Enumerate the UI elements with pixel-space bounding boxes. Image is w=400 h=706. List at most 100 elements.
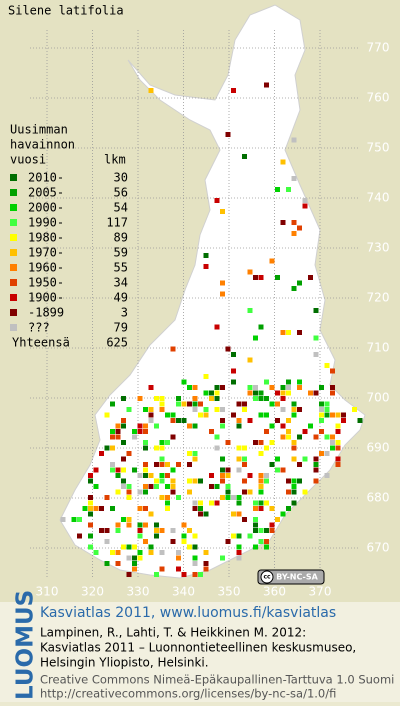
observation: [264, 478, 269, 484]
observation: [236, 445, 242, 451]
observation: [165, 440, 170, 445]
observation: [104, 539, 110, 544]
observation: [154, 533, 159, 539]
observation: [121, 467, 126, 473]
observation: [82, 506, 88, 511]
observation: [291, 412, 297, 418]
observation: [275, 467, 280, 473]
observation: [187, 462, 192, 467]
observation: [258, 390, 264, 396]
observation: [148, 407, 154, 412]
observation: [330, 445, 335, 451]
observation: [121, 456, 126, 462]
legend-swatch: [10, 189, 17, 196]
observation: [247, 385, 253, 390]
observation: [214, 390, 220, 396]
observation: [126, 544, 132, 550]
observation: [214, 445, 220, 451]
observation: [115, 561, 121, 566]
observation: [225, 495, 231, 500]
observation: [170, 346, 176, 352]
observation: [143, 473, 148, 478]
observation: [264, 445, 269, 451]
legend-count: 30: [114, 171, 128, 185]
observation: [198, 500, 203, 506]
observation: [247, 269, 253, 275]
legend-label: 2005-: [28, 186, 64, 200]
citation-line: Lampinen, R., Lahti, T. & Heikkinen M. 2…: [40, 626, 306, 640]
observation: [214, 385, 220, 390]
footer-headline: Kasviatlas 2011, www.luomus.fi/kasviatla…: [40, 605, 336, 621]
observation: [308, 275, 313, 280]
observation: [77, 533, 82, 539]
observation: [154, 528, 159, 533]
observation: [104, 412, 110, 418]
observation: [214, 434, 220, 440]
observation: [115, 423, 121, 429]
observation: [220, 478, 225, 484]
observation: [291, 456, 297, 462]
observation: [247, 357, 253, 363]
citation-line: Kasviatlas 2011 – Luonnontieteellinen ke…: [40, 641, 356, 655]
observation: [203, 253, 209, 258]
observation: [247, 489, 253, 495]
observation: [159, 550, 165, 555]
observation: [99, 506, 104, 511]
observation: [176, 566, 181, 572]
observation: [220, 495, 225, 500]
observation: [192, 423, 198, 429]
observation: [253, 440, 258, 445]
x-tick-label: 370: [309, 585, 332, 599]
observation: [258, 473, 264, 478]
observation: [302, 489, 308, 495]
observation: [170, 489, 176, 495]
observation: [324, 451, 330, 456]
observation: [297, 434, 302, 440]
observation: [88, 495, 93, 500]
observation: [291, 489, 297, 495]
y-tick-label: 760: [367, 91, 390, 105]
legend-swatch: [10, 279, 17, 286]
observation: [159, 473, 165, 478]
observation: [126, 555, 132, 561]
observation: [110, 550, 115, 555]
observation: [176, 462, 181, 467]
observation: [269, 423, 275, 429]
observation: [253, 275, 258, 280]
observation: [148, 412, 154, 418]
observation: [280, 434, 286, 440]
y-tick-label: 770: [367, 41, 390, 55]
observation: [121, 396, 126, 401]
observation: [165, 484, 170, 489]
observation: [159, 462, 165, 467]
observation: [159, 478, 165, 484]
observation: [236, 401, 242, 407]
observation: [159, 440, 165, 445]
observation: [247, 473, 253, 478]
observation: [88, 473, 93, 478]
observation: [286, 429, 291, 434]
observation: [253, 528, 258, 533]
observation: [330, 412, 335, 418]
observation: [176, 550, 181, 555]
legend-label: 1970-: [28, 246, 64, 260]
observation: [253, 517, 258, 522]
observation: [159, 566, 165, 572]
observation: [291, 500, 297, 506]
observation: [148, 511, 154, 517]
observation: [308, 390, 313, 396]
observation: [143, 506, 148, 511]
observation: [198, 511, 203, 517]
observation: [319, 451, 324, 456]
observation: [192, 401, 198, 407]
observation: [335, 440, 341, 445]
observation: [88, 506, 93, 511]
observation: [242, 154, 247, 159]
observation: [187, 451, 192, 456]
observation: [220, 555, 225, 561]
legend-label: ???: [28, 321, 50, 335]
observation: [154, 572, 159, 577]
observation: [231, 379, 236, 385]
y-tick-label: 750: [367, 141, 390, 155]
observation: [198, 478, 203, 484]
